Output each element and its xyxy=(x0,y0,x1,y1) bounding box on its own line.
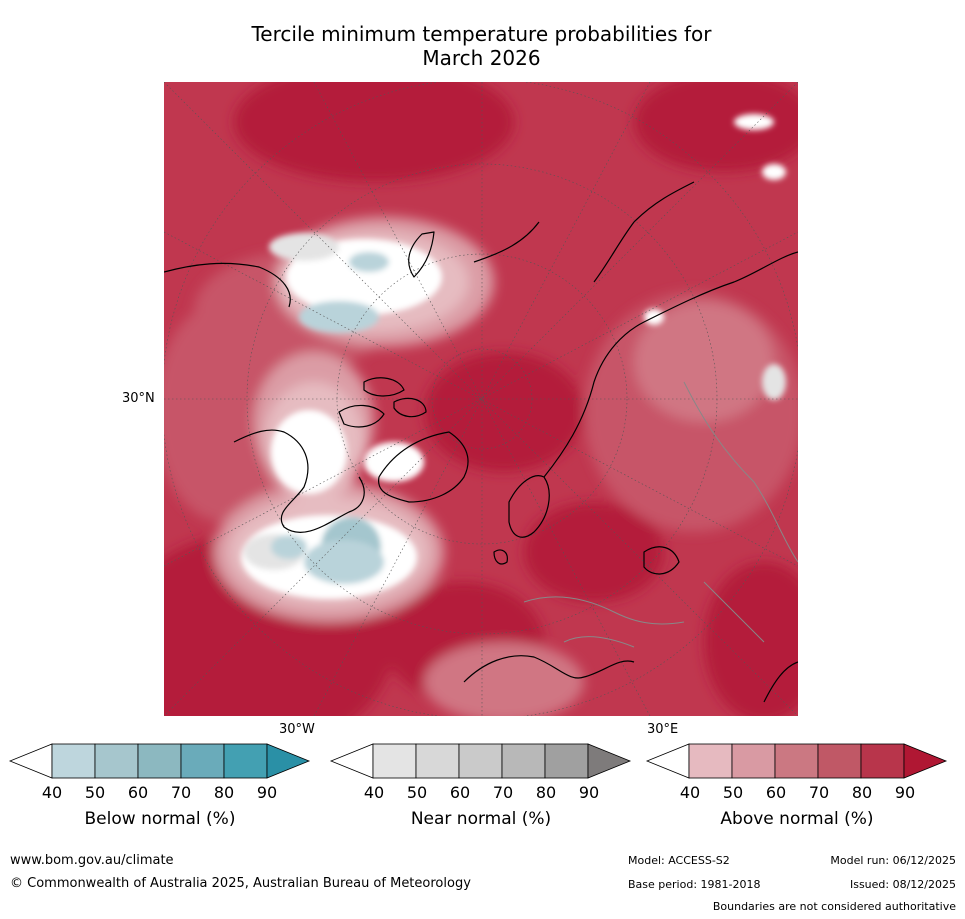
tick-above-40: 40 xyxy=(679,783,701,802)
near-spot-3 xyxy=(734,114,774,130)
tick-above-90: 90 xyxy=(894,783,916,802)
lon-label-30w: 30°W xyxy=(279,722,315,737)
below-normal-patch-5 xyxy=(349,252,389,272)
below-normal-patch-4 xyxy=(299,301,379,333)
below-normal-patch-2 xyxy=(304,540,384,584)
graticule xyxy=(164,82,798,716)
colorbar-above-normal xyxy=(645,743,948,784)
coast-asia-south xyxy=(763,661,798,703)
lat-label-30n: 30°N xyxy=(122,391,155,406)
coast-island-3 xyxy=(393,397,427,418)
tick-above-60: 60 xyxy=(765,783,787,802)
colorbar-label-near: Near normal (%) xyxy=(410,809,552,829)
footer-base-period: Base period: 1981-2018 xyxy=(628,878,761,891)
tick-near-90: 90 xyxy=(578,783,600,802)
near-spot-4 xyxy=(762,164,786,180)
coast-scandinavia xyxy=(508,475,550,538)
tick-near-50: 50 xyxy=(406,783,428,802)
tick-above-70: 70 xyxy=(808,783,830,802)
tick-below-80: 80 xyxy=(213,783,235,802)
colorbar-label-above: Above normal (%) xyxy=(720,809,874,829)
light-region-siberia xyxy=(634,302,774,422)
coast-siberia xyxy=(543,251,798,478)
coast-mediterranean xyxy=(463,655,635,683)
near-spot-2 xyxy=(762,364,786,400)
colorbar-below-normal xyxy=(8,743,311,784)
chart-title: Tercile minimum temperature probabilitie… xyxy=(165,22,798,70)
colorbar-label-below: Below normal (%) xyxy=(84,809,236,829)
footer-disclaimer: Boundaries are not considered authoritat… xyxy=(712,900,956,913)
tick-below-40: 40 xyxy=(41,783,63,802)
colorbar-above-svg xyxy=(645,743,948,779)
coast-bering xyxy=(473,221,540,263)
footer-issued: Issued: 08/12/2025 xyxy=(849,878,956,891)
coast-far-east xyxy=(593,181,695,283)
near-grey-2 xyxy=(269,233,339,261)
colorbar-near-normal xyxy=(329,743,632,784)
colorbar-below-svg xyxy=(8,743,311,779)
dark-region-asia xyxy=(704,562,798,716)
coast-island-2 xyxy=(363,377,405,397)
coast-uk xyxy=(493,549,508,565)
near-normal-greenland xyxy=(364,442,424,482)
coast-na-1 xyxy=(233,429,365,533)
probability-map[interactable] xyxy=(164,82,798,716)
dark-region-europe xyxy=(524,502,664,602)
tick-above-50: 50 xyxy=(722,783,744,802)
tick-below-60: 60 xyxy=(127,783,149,802)
light-region-mediterranean xyxy=(424,642,584,716)
near-normal-canada xyxy=(271,410,347,494)
coast-caspian xyxy=(643,546,680,575)
tick-near-80: 80 xyxy=(535,783,557,802)
coast-island-1 xyxy=(338,404,385,428)
footer-website-link[interactable]: www.bom.gov.au/climate xyxy=(10,853,174,868)
dark-region-north xyxy=(234,82,514,182)
colorbar-near-svg xyxy=(329,743,632,779)
coast-greenland xyxy=(378,431,469,503)
footer-model-run: Model run: 06/12/2025 xyxy=(830,854,956,867)
dark-region-ne xyxy=(634,82,798,172)
tick-below-50: 50 xyxy=(84,783,106,802)
tick-near-60: 60 xyxy=(449,783,471,802)
coast-alaska xyxy=(164,262,291,308)
tick-near-40: 40 xyxy=(363,783,385,802)
coast-chukotka xyxy=(408,231,435,278)
boundaries xyxy=(523,381,798,648)
lon-label-30e: 30°E xyxy=(647,722,679,737)
footer-copyright: © Commonwealth of Australia 2025, Austra… xyxy=(10,876,471,891)
title-line-1: Tercile minimum temperature probabilitie… xyxy=(251,22,712,46)
footer-model: Model: ACCESS-S2 xyxy=(628,854,730,867)
tick-near-70: 70 xyxy=(492,783,514,802)
tick-below-90: 90 xyxy=(256,783,278,802)
dark-region-arctic xyxy=(424,352,584,472)
title-line-2: March 2026 xyxy=(422,46,541,70)
tick-below-70: 70 xyxy=(170,783,192,802)
map-canvas xyxy=(164,82,798,716)
tick-above-80: 80 xyxy=(851,783,873,802)
below-normal-patch-3 xyxy=(271,535,307,559)
coastlines xyxy=(164,181,798,703)
